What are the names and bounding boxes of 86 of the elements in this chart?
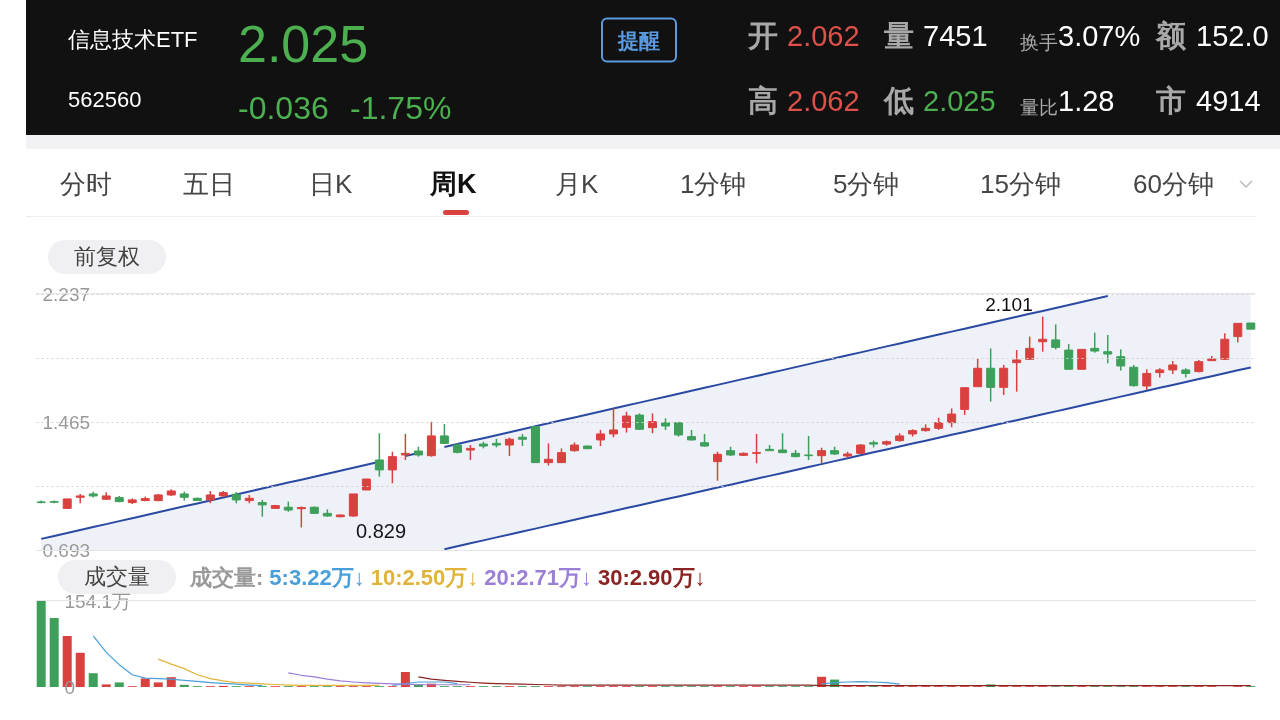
candlestick [973, 357, 983, 388]
candlestick [804, 435, 814, 461]
candlestick [1233, 322, 1243, 344]
text: 分时 [60, 169, 112, 199]
text: 周K [430, 168, 477, 199]
bar [101, 684, 111, 687]
candlestick [387, 450, 397, 485]
text: 市 [1156, 84, 1186, 117]
bar [88, 673, 98, 687]
candlestick [504, 436, 514, 457]
text: -1.75% [350, 90, 452, 126]
line-series [443, 366, 1252, 551]
bar [179, 684, 189, 687]
candlestick [999, 364, 1009, 396]
candlestick [1129, 364, 1139, 388]
text: 量比 [1020, 96, 1058, 118]
candlestick [947, 407, 957, 429]
text: 5:3.22万↓ [269, 565, 365, 590]
line-series [287, 672, 472, 686]
text: 高 [748, 84, 778, 117]
text: 成交量 [84, 564, 150, 589]
legend-title: 成交量: [190, 565, 264, 590]
candlestick [621, 410, 631, 434]
text: 15分钟 [980, 169, 1061, 199]
candlestick [752, 433, 762, 465]
bar [36, 601, 46, 687]
text: 前复权 [48, 240, 166, 274]
text: 30:2.90万↓ [597, 565, 706, 590]
text: 开 [748, 19, 778, 52]
candlestick [1220, 332, 1230, 361]
bar [153, 682, 163, 687]
text: 2.062 [787, 84, 860, 117]
bar [75, 652, 85, 687]
annotation: 0.829 [356, 520, 407, 542]
bar [114, 682, 124, 687]
candlestick [348, 493, 358, 518]
text: 1分钟 [680, 169, 747, 199]
candlestick [1025, 335, 1035, 361]
line-series [417, 676, 1252, 687]
candlestick [648, 412, 657, 435]
text: 1.28 [1058, 84, 1115, 117]
text: 7451 [923, 19, 988, 52]
text: 4914 [1196, 84, 1261, 117]
candlestick [1103, 334, 1113, 365]
candlestick [1077, 348, 1087, 371]
text: 日K [309, 169, 353, 199]
candlestick [1064, 343, 1074, 371]
text: 152.0 [1196, 19, 1269, 52]
candlestick [1142, 368, 1152, 391]
text: 提醒 [601, 17, 677, 63]
candlestick [1116, 348, 1126, 372]
text: -0.036 [238, 90, 329, 126]
text: 5分钟 [833, 169, 900, 199]
candlestick [608, 407, 618, 438]
text: 2.025 [238, 15, 369, 73]
candlestick [543, 442, 553, 467]
text: 2.062 [787, 19, 860, 52]
candlestick [778, 432, 788, 454]
text: 量 [884, 19, 914, 52]
candlestick [1090, 331, 1100, 354]
candlestick [426, 420, 436, 458]
bar [49, 618, 59, 687]
text: 2.025 [923, 84, 996, 117]
candlestick [1038, 315, 1048, 353]
candlestick [986, 347, 996, 403]
candlestick [374, 432, 384, 478]
text: 五日 [183, 169, 235, 199]
text: 换手 [1020, 31, 1058, 53]
y-tick-label: 1.465 [42, 411, 91, 433]
candlestick [713, 450, 723, 482]
text: 20:2.71万↓ [484, 565, 592, 590]
text: 额 [1156, 19, 1186, 52]
candlestick [1051, 323, 1061, 351]
candlestick [1012, 349, 1022, 393]
line-series [157, 658, 380, 686]
candlestick [400, 433, 410, 461]
bar [140, 678, 150, 687]
text: 低 [884, 84, 914, 117]
text: 3.07% [1058, 19, 1141, 52]
text: 10:2.50万↓ [370, 565, 479, 590]
annotation: 2.101 [985, 293, 1033, 315]
text: 信息技术ETF [68, 27, 198, 52]
text: 月K [555, 169, 599, 199]
candlestick [960, 386, 970, 416]
text: 60分钟 [1133, 169, 1214, 199]
text: 562560 [68, 87, 142, 112]
